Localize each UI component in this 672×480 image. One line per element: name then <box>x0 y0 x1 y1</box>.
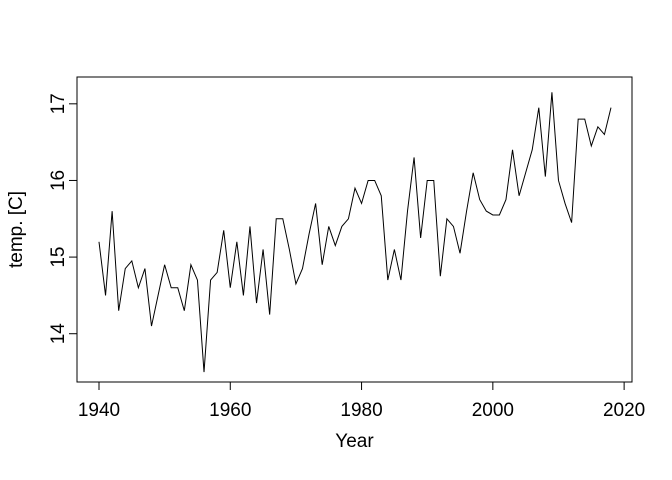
x-tick-label-2020: 2020 <box>603 400 645 421</box>
x-axis-title: Year <box>335 431 374 452</box>
x-tick-label-1980: 1980 <box>340 400 382 421</box>
x-tick-label-2000: 2000 <box>472 400 514 421</box>
temperature-line <box>98 92 612 373</box>
y-tick-label-15: 15 <box>48 247 69 268</box>
y-tick-label-16: 16 <box>48 170 69 191</box>
x-tick-label-1940: 1940 <box>78 400 120 421</box>
x-tick-label-1960: 1960 <box>209 400 251 421</box>
plot-border <box>76 76 633 383</box>
plot-generated-content: 1940 1960 1980 2000 2020 14 15 16 17 <box>48 76 645 421</box>
y-axis-title: temp. [C] <box>6 191 27 268</box>
y-tick-label-14: 14 <box>48 323 69 345</box>
y-tick-label-17: 17 <box>48 93 69 114</box>
